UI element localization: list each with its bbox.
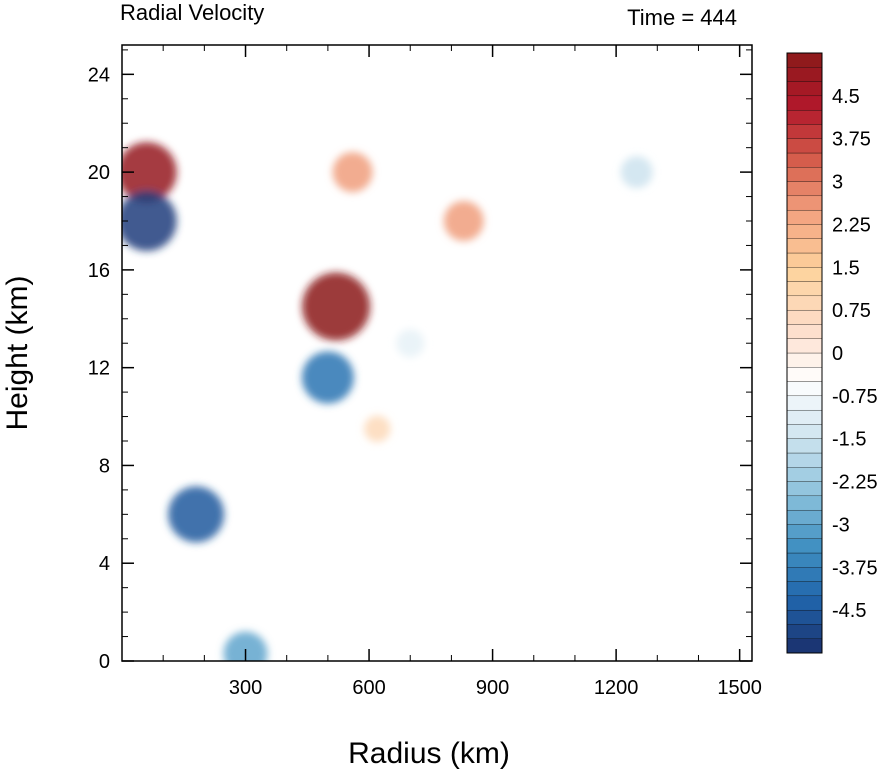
colorbar-cell	[786, 338, 823, 354]
colorbar-label: -2.25	[832, 472, 878, 494]
y-tick-label-2: 8	[99, 455, 110, 477]
colorbar-label: -1.5	[832, 429, 866, 451]
colorbar-cell	[786, 152, 823, 168]
y-tick-label-3: 12	[88, 358, 110, 380]
y-axis-ticks: 0 4 8 12 16 20 24	[88, 49, 752, 673]
colorbar-cell	[786, 124, 823, 139]
field-feature-10	[396, 329, 425, 358]
colorbar-cell	[786, 409, 823, 425]
time-label: Time = 444	[627, 5, 737, 30]
colorbar-cell	[786, 624, 823, 639]
colorbar-cell	[786, 538, 823, 554]
colorbar-cell	[786, 109, 823, 125]
colorbar-label: 1.5	[832, 257, 860, 279]
colorbar-cell	[786, 67, 823, 82]
colorbar-cell	[786, 324, 823, 339]
colorbar-cell	[786, 638, 823, 654]
colorbar-cell	[786, 224, 823, 239]
velocity-field	[122, 142, 653, 661]
colorbar-cell	[786, 495, 823, 511]
colorbar-cell	[786, 295, 823, 311]
field-feature-5	[332, 152, 373, 193]
y-tick-label-0: 0	[99, 651, 110, 673]
colorbar-cell	[786, 609, 823, 625]
colorbar-label: 0	[832, 343, 843, 365]
colorbar-cell	[786, 181, 823, 197]
x-axis-label: Radius (km)	[348, 737, 510, 770]
colorbar-label: 4.5	[832, 86, 860, 108]
colorbar-cell	[786, 595, 823, 611]
y-tick-label-1: 4	[99, 553, 110, 575]
colorbar-cell	[786, 424, 823, 439]
colorbar-cell	[786, 195, 823, 211]
colorbar-cell	[786, 367, 823, 382]
colorbar-cell	[786, 238, 823, 254]
field-feature-8	[364, 415, 391, 442]
colorbar-cell	[786, 452, 823, 468]
chart-title: Radial Velocity	[120, 0, 264, 25]
field-feature-4	[122, 191, 177, 251]
colorbar-label: -4.5	[832, 600, 866, 622]
field-feature-1	[168, 486, 225, 543]
colorbar-cell	[786, 467, 823, 482]
colorbar-cell	[786, 167, 823, 182]
x-axis-ticks: 300 600 900 1200 1500	[162, 45, 762, 699]
colorbar-cell	[786, 581, 823, 597]
colorbar-cell	[786, 509, 823, 525]
colorbar-cell	[786, 52, 823, 68]
field-feature-7	[620, 156, 653, 189]
colorbar-cell	[786, 381, 823, 397]
field-feature-9	[223, 631, 268, 661]
plot-background	[122, 45, 752, 661]
colorbar-label: -3	[832, 514, 850, 536]
y-tick-label-6: 24	[88, 64, 110, 86]
colorbar-label: 0.75	[832, 300, 871, 322]
colorbar-cell	[786, 438, 823, 454]
colorbar-label: 2.25	[832, 214, 871, 236]
colorbar-cell	[786, 267, 823, 282]
colorbar-label: -3.75	[832, 557, 878, 579]
colorbar-cell	[786, 138, 823, 154]
y-axis-label: Height (km)	[1, 275, 34, 430]
colorbar-cell	[786, 352, 823, 368]
colorbar-cell	[786, 395, 823, 411]
colorbar-cell	[786, 552, 823, 568]
x-tick-label-4: 1500	[717, 677, 762, 699]
x-tick-label-3: 1200	[594, 677, 639, 699]
colorbar-label: -0.75	[832, 386, 878, 408]
x-tick-label-0: 300	[229, 677, 262, 699]
colorbar-cell	[786, 567, 823, 582]
y-tick-label-5: 20	[88, 162, 110, 184]
y-tick-label-4: 16	[88, 260, 110, 282]
field-feature-3	[122, 142, 177, 203]
colorbar-cell	[786, 252, 823, 268]
colorbar-cell	[786, 81, 823, 97]
colorbar-cell	[786, 209, 823, 225]
plot-frame	[121, 44, 753, 662]
field-feature-0	[302, 272, 371, 341]
colorbar-cell	[786, 309, 823, 325]
x-tick-label-1: 600	[352, 677, 385, 699]
colorbar-cell	[786, 281, 823, 297]
colorbar-cell	[786, 95, 823, 111]
colorbar: 4.5 3.75 3 2.25 1.5 0.75 0 -0.75 -1.5 -2.25 -3 -3.7…	[786, 52, 878, 654]
field-feature-2	[301, 351, 354, 404]
colorbar-label: 3	[832, 172, 843, 194]
colorbar-cell	[786, 524, 823, 539]
field-feature-6	[443, 201, 484, 241]
colorbar-cell	[786, 481, 823, 497]
colorbar-frame	[786, 52, 823, 654]
x-tick-label-2: 900	[476, 677, 509, 699]
colorbar-label: 3.75	[832, 129, 871, 151]
